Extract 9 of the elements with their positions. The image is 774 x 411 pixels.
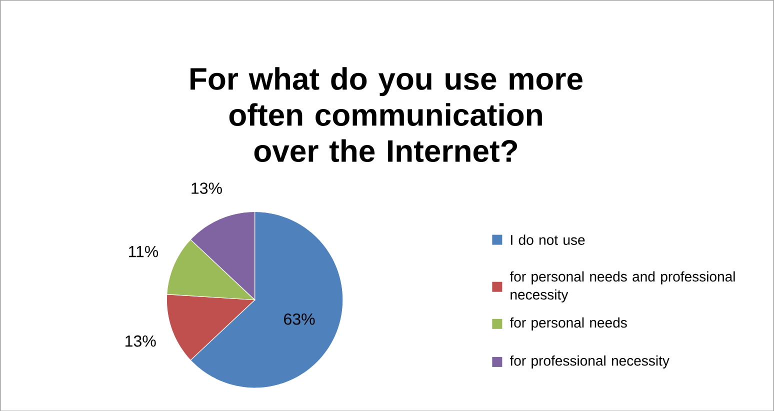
data-label: 63% — [284, 313, 315, 325]
data-label: 13% — [126, 335, 156, 347]
legend-label: for personal needs — [510, 317, 627, 330]
chart-title: For what do you use more often communication over the Internet? — [190, 66, 582, 162]
legend-label: I do not use — [511, 234, 585, 245]
data-label: 11% — [128, 246, 158, 257]
data-label: 13% — [192, 182, 222, 194]
legend-label: for professional necessity — [510, 355, 670, 368]
legend-label: for personal needs and professional necessity — [510, 271, 735, 302]
